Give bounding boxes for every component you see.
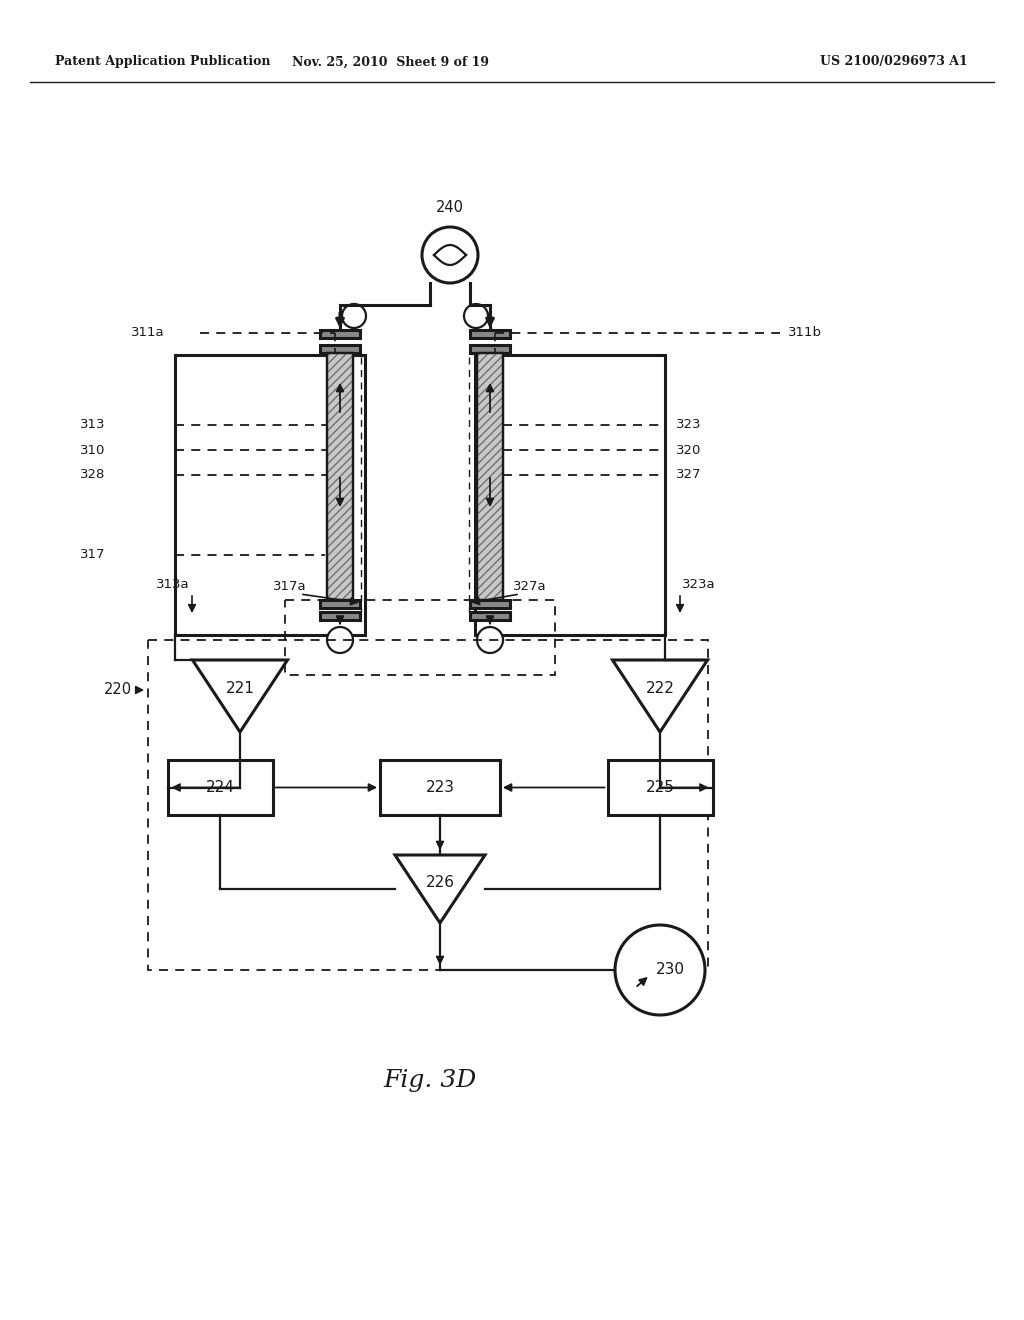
Text: 220: 220 [103,682,132,697]
Text: US 2100/0296973 A1: US 2100/0296973 A1 [820,55,968,69]
Text: 320: 320 [676,444,701,457]
Text: 313a: 313a [157,578,190,590]
Bar [148,640,708,970]
Polygon shape [193,660,288,733]
Bar [319,345,360,352]
Text: 310: 310 [80,444,105,457]
Circle shape [342,304,366,327]
Text: 311b: 311b [788,326,822,339]
Circle shape [477,627,503,653]
Text: 327: 327 [676,469,701,482]
Text: Fig. 3D: Fig. 3D [383,1068,476,1092]
Text: 240: 240 [436,199,464,214]
Text: Nov. 25, 2010  Sheet 9 of 19: Nov. 25, 2010 Sheet 9 of 19 [292,55,488,69]
Bar [475,355,665,635]
Bar [319,330,360,338]
Circle shape [464,304,488,327]
Bar [477,352,503,601]
Bar [380,760,500,814]
Text: 226: 226 [426,875,455,890]
Bar [477,352,503,601]
Text: 323: 323 [676,418,701,432]
Bar [327,352,353,601]
Polygon shape [395,855,485,923]
Bar [319,601,360,609]
Text: 223: 223 [426,780,455,795]
Circle shape [422,227,478,282]
Bar [327,352,353,601]
Bar [470,330,510,338]
Circle shape [615,925,705,1015]
Bar [319,612,360,620]
Bar [168,760,272,814]
Text: 225: 225 [645,780,675,795]
Text: 311a: 311a [131,326,165,339]
Text: 317a: 317a [273,579,307,593]
Bar [327,352,353,601]
Text: 222: 222 [645,681,675,697]
Text: 224: 224 [206,780,234,795]
Bar [470,345,510,352]
Text: 327a: 327a [513,579,547,593]
Bar [470,612,510,620]
Circle shape [327,627,353,653]
Text: 230: 230 [655,962,684,978]
Text: Patent Application Publication: Patent Application Publication [55,55,270,69]
Bar [175,355,365,635]
Text: 221: 221 [225,681,254,697]
Text: 323a: 323a [682,578,716,590]
Polygon shape [612,660,708,733]
Bar [607,760,713,814]
Text: 328: 328 [80,469,105,482]
Bar [470,601,510,609]
Text: 317: 317 [80,549,105,561]
Text: 313: 313 [80,418,105,432]
Bar [477,352,503,601]
Bar [285,601,555,675]
